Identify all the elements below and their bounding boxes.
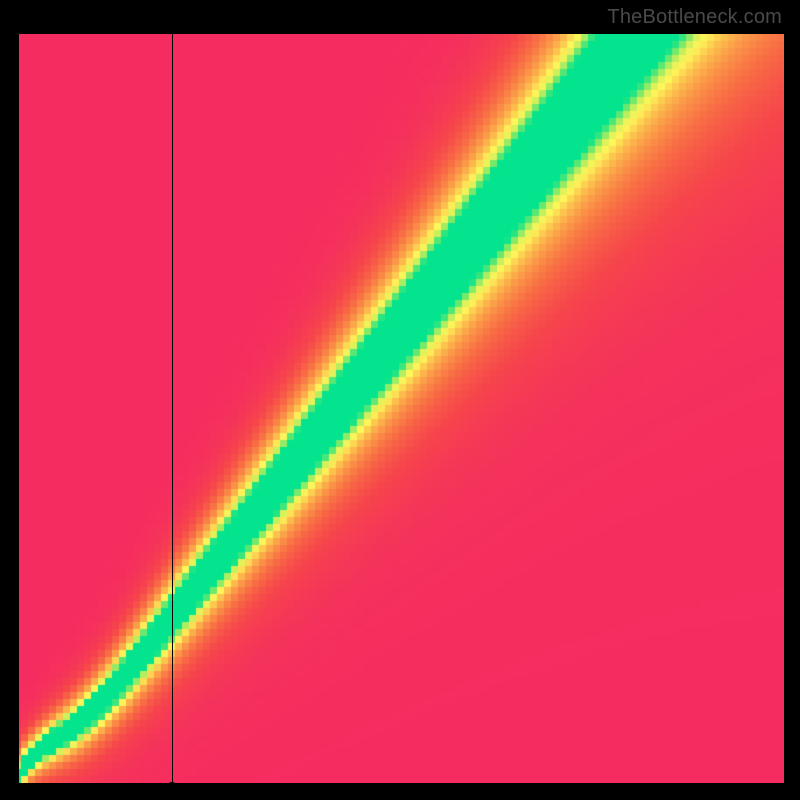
marker-dot (166, 782, 178, 794)
bottleneck-heatmap (14, 34, 784, 788)
attribution-text: TheBottleneck.com (607, 6, 782, 29)
x-axis-tick (776, 784, 778, 796)
y-axis-line (14, 34, 19, 788)
x-axis-line (14, 783, 784, 788)
plot-frame (14, 34, 784, 788)
marker-vertical-line (172, 34, 173, 788)
